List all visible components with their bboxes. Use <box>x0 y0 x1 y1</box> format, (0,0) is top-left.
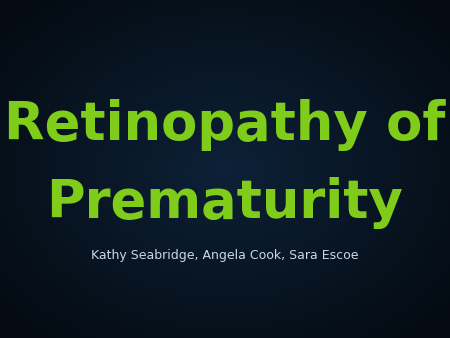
Text: Kathy Seabridge, Angela Cook, Sara Escoe: Kathy Seabridge, Angela Cook, Sara Escoe <box>91 249 359 262</box>
Text: Retinopathy of: Retinopathy of <box>4 99 446 151</box>
Text: Prematurity: Prematurity <box>46 177 404 229</box>
